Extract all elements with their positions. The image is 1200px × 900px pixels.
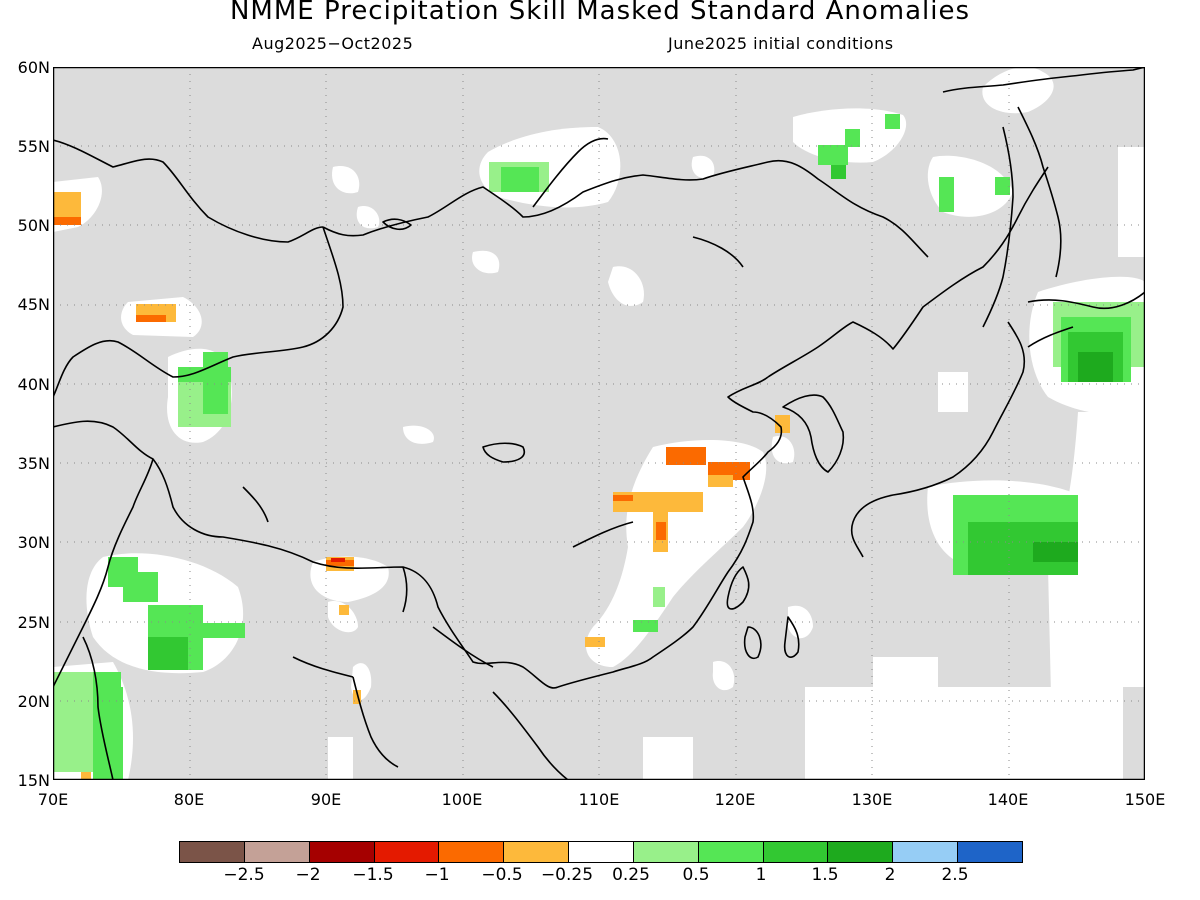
colorbar-label: 1.5: [811, 865, 839, 885]
colorbar-swatch: [763, 842, 829, 862]
lat-label: 50N: [17, 216, 50, 235]
colorbar-label: 2.5: [941, 865, 969, 885]
lon-label: 130E: [851, 790, 893, 809]
colorbar-swatch: [698, 842, 764, 862]
colorbar-swatch: [180, 842, 245, 862]
colorbar-swatch: [439, 842, 505, 862]
colorbar-label: 2: [884, 865, 896, 885]
lon-label: 120E: [714, 790, 756, 809]
colorbar-label: 0.5: [682, 865, 710, 885]
lat-label: 45N: [17, 295, 50, 314]
colorbar-label: −0.25: [540, 865, 594, 885]
lat-label: 35N: [17, 454, 50, 473]
lon-label: 150E: [1124, 790, 1166, 809]
colorbar-label: −2: [295, 865, 321, 885]
lon-label: 140E: [987, 790, 1029, 809]
anomaly-map: [53, 67, 1145, 780]
colorbar-swatch: [633, 842, 699, 862]
map-canvas: [53, 67, 1145, 780]
season-label: Aug2025−Oct2025: [252, 34, 414, 53]
colorbar-label: −0.5: [481, 865, 523, 885]
lat-label: 15N: [17, 771, 50, 790]
colorbar-swatch: [309, 842, 375, 862]
initial-conditions-label: June2025 initial conditions: [668, 34, 894, 53]
colorbar-swatch: [893, 842, 959, 862]
lon-label: 100E: [441, 790, 483, 809]
colorbar-label: −1.5: [352, 865, 394, 885]
lat-label: 30N: [17, 533, 50, 552]
colorbar-swatch: [569, 842, 634, 862]
colorbar-swatch: [958, 842, 1022, 862]
colorbar-swatch: [504, 842, 570, 862]
lon-label: 90E: [310, 790, 342, 809]
lat-label: 40N: [17, 375, 50, 394]
colorbar-swatch: [828, 842, 894, 862]
coastlines: [53, 67, 1145, 780]
colorbar: [179, 841, 1023, 863]
dry-anomalies: [53, 192, 790, 780]
colorbar-swatch: [374, 842, 440, 862]
colorbar-label: 1: [755, 865, 767, 885]
lon-label: 70E: [37, 790, 69, 809]
colorbar-swatch: [244, 842, 310, 862]
colorbar-label: −1: [424, 865, 450, 885]
lon-label: 80E: [173, 790, 205, 809]
map-frame: [53, 67, 1145, 780]
lat-label: 25N: [17, 613, 50, 632]
graticule: [53, 67, 1145, 780]
lon-label: 110E: [578, 790, 620, 809]
colorbar-label: 0.25: [612, 865, 650, 885]
map-title: NMME Precipitation Skill Masked Standard…: [229, 0, 971, 26]
lat-label: 60N: [17, 58, 50, 77]
colorbar-label: −2.5: [223, 865, 265, 885]
lat-label: 55N: [17, 137, 50, 156]
lat-label: 20N: [17, 692, 50, 711]
